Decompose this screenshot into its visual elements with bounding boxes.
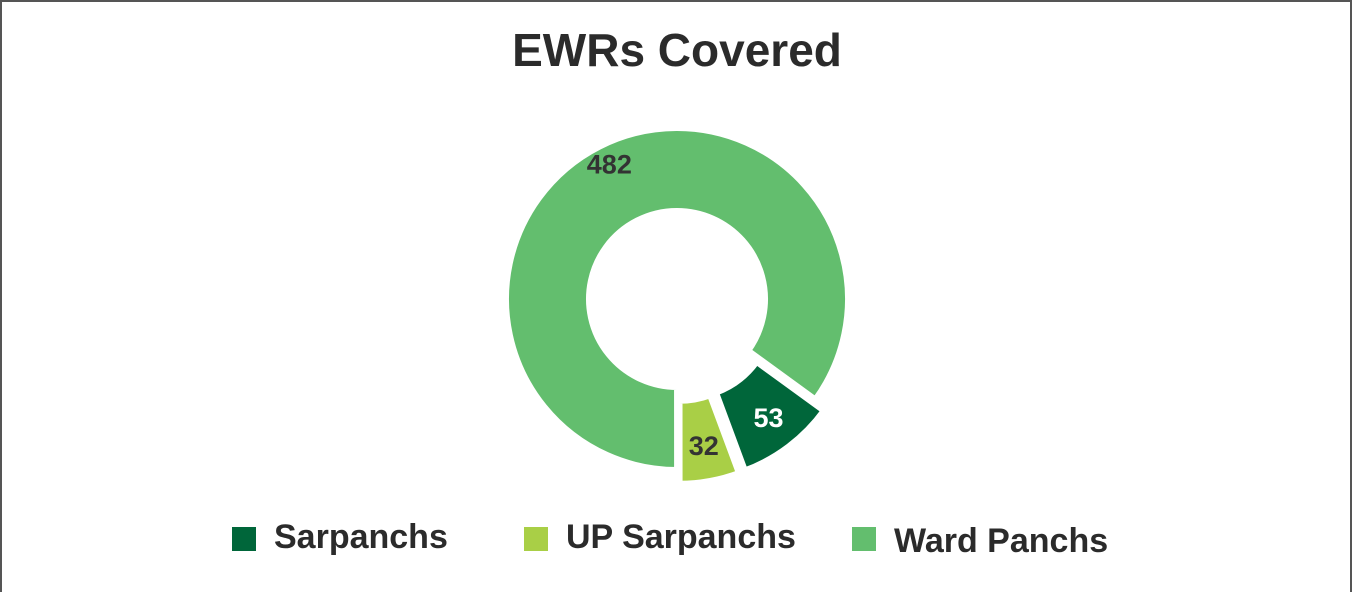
data-label: 53 bbox=[754, 403, 784, 433]
data-label: 32 bbox=[689, 431, 719, 461]
legend-label: Ward Panchs bbox=[894, 522, 1108, 560]
donut-slice bbox=[712, 357, 828, 475]
data-label: 482 bbox=[587, 149, 632, 179]
legend-swatch bbox=[232, 527, 256, 551]
legend-label: UP Sarpanchs bbox=[566, 518, 796, 556]
legend-swatch bbox=[852, 527, 876, 551]
chart-title: EWRs Covered bbox=[512, 24, 842, 76]
donut-slice bbox=[503, 125, 851, 474]
legend-label: Sarpanchs bbox=[274, 518, 448, 556]
legend-swatch bbox=[524, 527, 548, 551]
donut-slice bbox=[676, 391, 743, 487]
